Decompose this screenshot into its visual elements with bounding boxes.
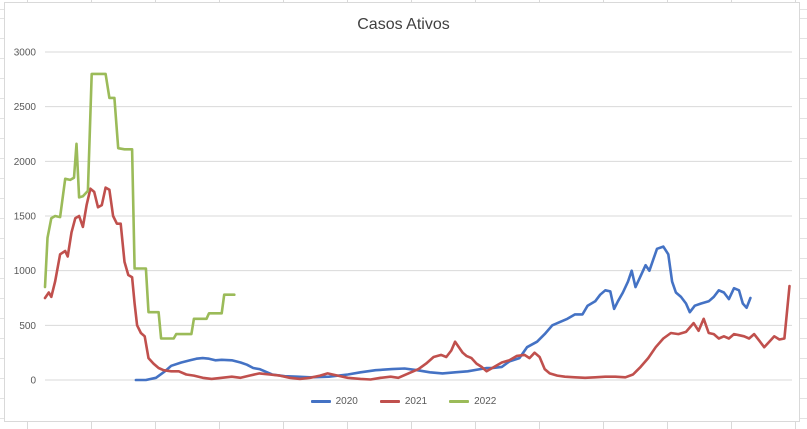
chart-area[interactable] — [4, 2, 800, 422]
legend-item-2021: 2021 — [379, 396, 428, 407]
y-tick-label: 500 — [19, 321, 36, 332]
legend-swatch — [379, 400, 400, 403]
legend-label: 2020 — [335, 396, 358, 407]
legend-swatch — [449, 400, 470, 403]
series-lines — [43, 72, 791, 382]
legend-label: 2022 — [474, 396, 497, 407]
y-tick-label: 0 — [30, 376, 36, 387]
series-line-2021 — [43, 186, 791, 381]
y-tick-label: 1000 — [14, 266, 37, 277]
y-tick-label: 2500 — [14, 102, 37, 113]
series-line-2022 — [43, 72, 236, 340]
legend-item-2020: 2020 — [310, 396, 358, 407]
y-tick-label: 2000 — [14, 157, 37, 168]
y-tick-label: 3000 — [14, 48, 37, 59]
gridlines — [45, 51, 792, 381]
legend-swatch — [310, 400, 331, 403]
legend-label: 2021 — [404, 396, 428, 407]
y-axis-tick-labels: 0 500 1000 1500 2000 2500 3000 — [14, 48, 37, 387]
legend: 2020 2021 2022 — [0, 396, 807, 407]
series-line-2020 — [134, 245, 752, 382]
y-tick-label: 1500 — [14, 212, 37, 223]
chart-title: Casos Ativos — [357, 16, 450, 33]
legend-item-2022: 2022 — [449, 396, 496, 407]
